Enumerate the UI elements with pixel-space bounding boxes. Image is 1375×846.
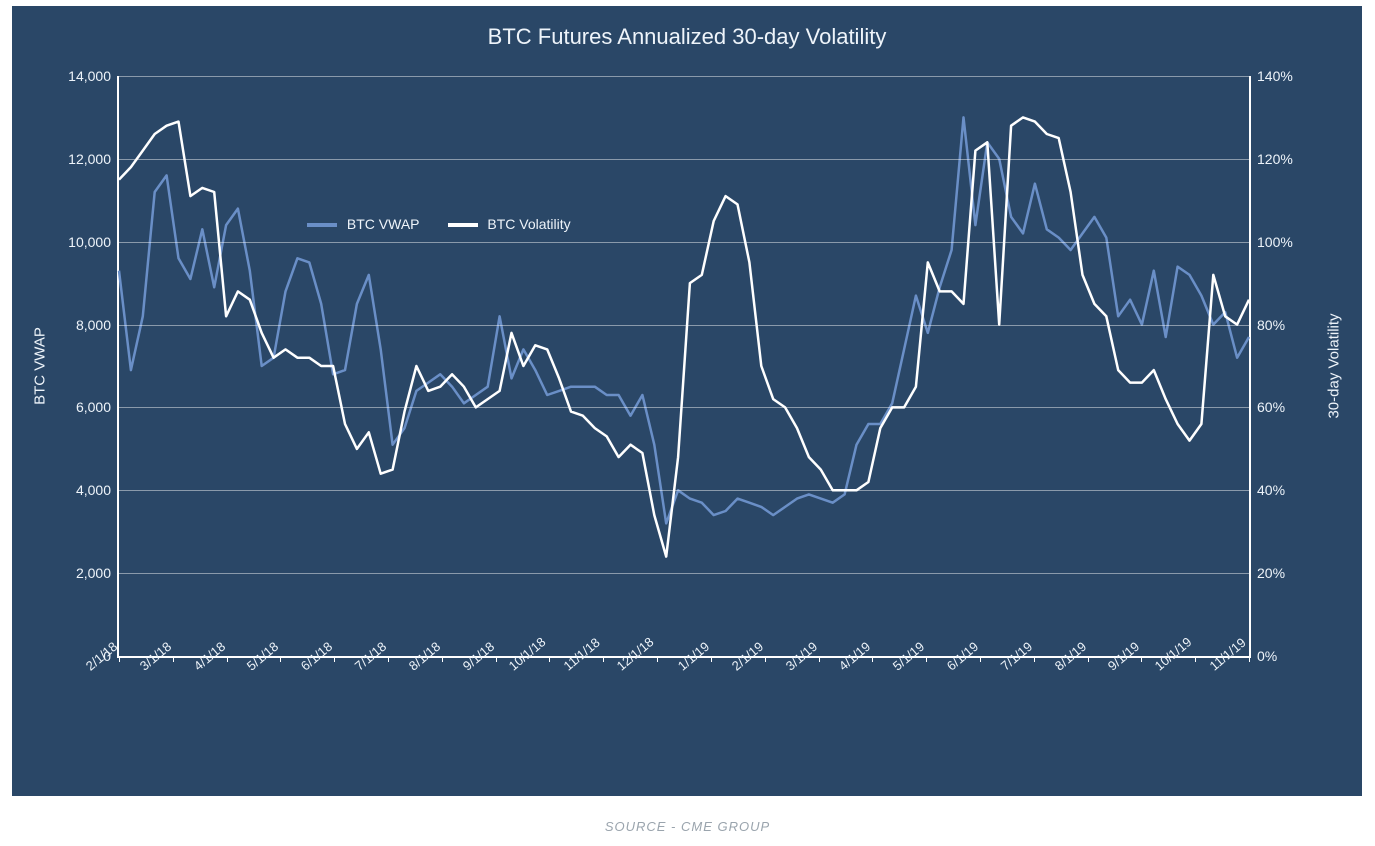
xtick-mark [549,656,550,662]
legend: BTC VWAP BTC Volatility [307,216,571,232]
line-layer [119,76,1249,656]
gridline [119,325,1249,326]
source-caption: SOURCE - CME GROUP [0,819,1375,834]
xtick-mark [1141,656,1142,662]
legend-swatch-vwap [307,223,337,227]
ytick-right: 0% [1249,648,1277,664]
xtick-mark [657,656,658,662]
legend-label-vol: BTC Volatility [487,216,570,232]
xtick-mark [1249,656,1250,662]
legend-swatch-vol [448,223,478,227]
xtick-mark [872,656,873,662]
xtick-mark [603,656,604,662]
chart-frame: BTC Futures Annualized 30-day Volatility… [12,6,1362,796]
ytick-right: 120% [1249,151,1293,167]
gridline [119,159,1249,160]
gridline [119,76,1249,77]
ytick-right: 80% [1249,317,1285,333]
ytick-right: 20% [1249,565,1285,581]
ytick-left: 14,000 [68,68,119,84]
xtick-mark [1034,656,1035,662]
xtick-mark [980,656,981,662]
xtick-mark [388,656,389,662]
ytick-right: 100% [1249,234,1293,250]
legend-label-vwap: BTC VWAP [347,216,420,232]
xtick-mark [119,656,120,662]
xtick-mark [765,656,766,662]
y-axis-left-title: BTC VWAP [32,327,49,405]
gridline [119,407,1249,408]
ytick-left: 10,000 [68,234,119,250]
xtick-mark [442,656,443,662]
plot-area: 00%2,00020%4,00040%6,00060%8,00080%10,00… [117,76,1251,658]
chart-title: BTC Futures Annualized 30-day Volatility [12,24,1362,50]
ytick-left: 2,000 [76,565,119,581]
line-btc-vwap [119,117,1249,523]
legend-item-vol: BTC Volatility [448,216,571,232]
y-axis-right-title: 30-day Volatility [1326,313,1343,418]
ytick-right: 40% [1249,482,1285,498]
ytick-left: 4,000 [76,482,119,498]
xtick-mark [334,656,335,662]
gridline [119,242,1249,243]
xtick-mark [1088,656,1089,662]
xtick-mark [819,656,820,662]
ytick-left: 8,000 [76,317,119,333]
xtick-mark [1195,656,1196,662]
legend-item-vwap: BTC VWAP [307,216,420,232]
ytick-left: 12,000 [68,151,119,167]
xtick-mark [280,656,281,662]
xtick-mark [926,656,927,662]
xtick-mark [496,656,497,662]
ytick-right: 140% [1249,68,1293,84]
gridline [119,490,1249,491]
ytick-left: 6,000 [76,399,119,415]
gridline [119,573,1249,574]
xtick-mark [173,656,174,662]
xtick-mark [227,656,228,662]
xtick-mark [711,656,712,662]
ytick-right: 60% [1249,399,1285,415]
